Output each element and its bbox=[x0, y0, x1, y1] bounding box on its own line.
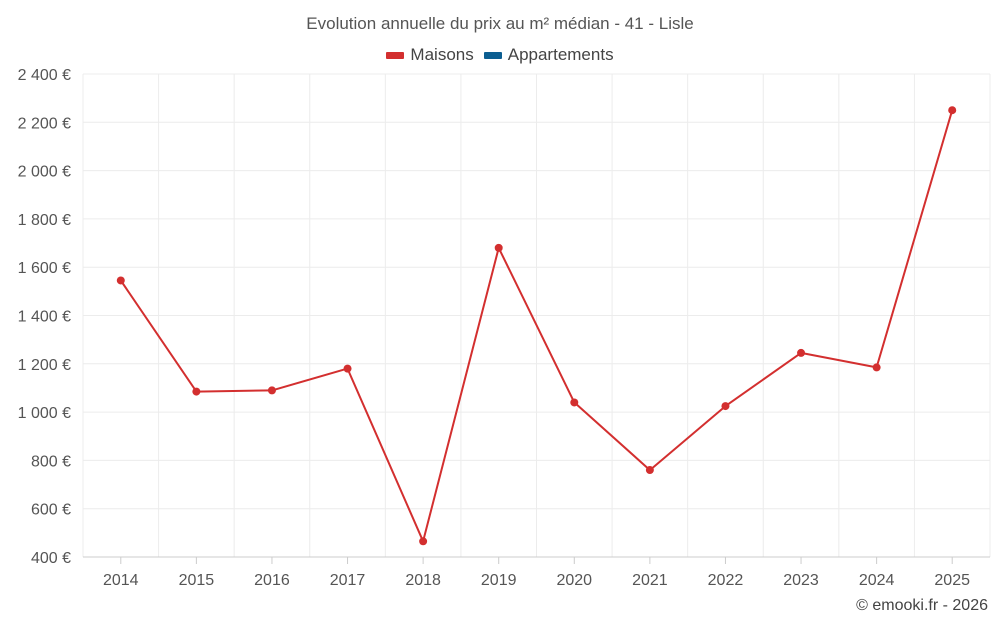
x-tick-label: 2015 bbox=[179, 572, 215, 589]
series-line-maisons bbox=[119, 109, 954, 543]
y-tick-label: 1 600 € bbox=[18, 260, 71, 277]
data-point bbox=[494, 243, 503, 252]
data-point bbox=[192, 387, 201, 396]
x-tick-label: 2016 bbox=[254, 572, 290, 589]
data-point bbox=[872, 363, 881, 372]
data-point bbox=[343, 364, 352, 373]
x-tick-label: 2017 bbox=[330, 572, 366, 589]
data-point bbox=[948, 106, 957, 115]
copyright-credit: © emooki.fr - 2026 bbox=[856, 597, 988, 614]
legend-swatch bbox=[483, 51, 502, 59]
x-tick-label: 2023 bbox=[783, 572, 819, 589]
x-tick-label: 2022 bbox=[708, 572, 744, 589]
data-point bbox=[419, 537, 428, 546]
x-tick-label: 2021 bbox=[632, 572, 668, 589]
x-tick-label: 2020 bbox=[556, 572, 592, 589]
x-tick-label: 2019 bbox=[481, 572, 517, 589]
data-point bbox=[721, 402, 730, 411]
x-tick-label: 2018 bbox=[405, 572, 441, 589]
legend-label: Appartements bbox=[507, 45, 614, 64]
y-tick-label: 400 € bbox=[31, 550, 71, 567]
legend-item-maisons[interactable]: Maisons bbox=[386, 45, 474, 65]
x-tick-label: 2025 bbox=[934, 572, 970, 589]
x-tick-label: 2014 bbox=[103, 572, 139, 589]
chart-title: Evolution annuelle du prix au m² médian … bbox=[306, 14, 694, 33]
y-tick-label: 2 200 € bbox=[18, 115, 71, 132]
legend-item-appartements[interactable]: Appartements bbox=[483, 45, 614, 65]
legend: Maisons Appartements bbox=[0, 45, 1000, 65]
data-point bbox=[267, 386, 276, 395]
y-tick-label: 2 400 € bbox=[18, 67, 71, 84]
data-point bbox=[645, 466, 654, 475]
x-tick-label: 2024 bbox=[859, 572, 895, 589]
y-tick-label: 1 000 € bbox=[18, 405, 71, 422]
y-tick-label: 2 000 € bbox=[18, 164, 71, 181]
legend-label: Maisons bbox=[410, 45, 474, 64]
y-tick-label: 1 200 € bbox=[18, 357, 71, 374]
data-point bbox=[797, 348, 806, 357]
y-tick-label: 600 € bbox=[31, 502, 71, 519]
y-tick-label: 800 € bbox=[31, 453, 71, 470]
data-point bbox=[570, 398, 579, 407]
y-tick-label: 1 800 € bbox=[18, 212, 71, 229]
legend-swatch bbox=[386, 51, 405, 59]
y-tick-label: 1 400 € bbox=[18, 309, 71, 326]
data-point bbox=[116, 276, 125, 285]
